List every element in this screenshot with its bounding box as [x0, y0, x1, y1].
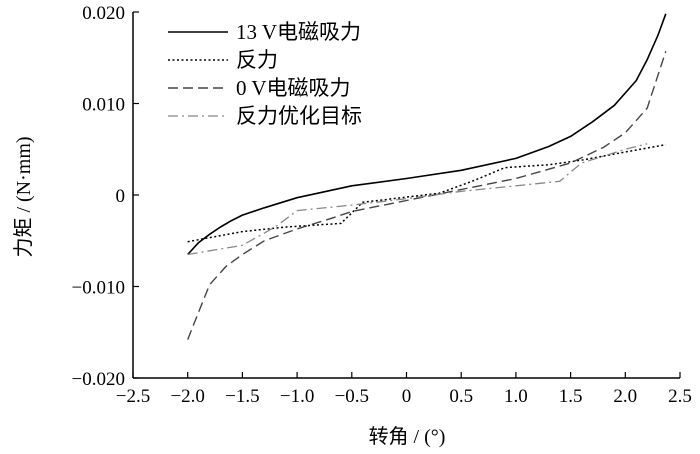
y-tick-label: 0 [116, 186, 126, 207]
x-tick-label: 1.0 [504, 386, 528, 407]
legend-label-2: 反力 [236, 48, 278, 72]
x-tick-label: 2.0 [613, 386, 637, 407]
x-axis-ticks: −2.5 −2.0 −1.5 −1.0 −0.5 0 0.5 1.0 1.5 2.0 2.5 [116, 372, 692, 407]
x-tick-label: −2.5 [116, 386, 150, 407]
y-tick-label: −0.020 [72, 369, 125, 390]
x-tick-label: −2.0 [170, 386, 204, 407]
legend-label-3: 0 V电磁吸力 [236, 76, 351, 100]
series-line-1 [187, 13, 667, 256]
y-axis-label: 力矩 / (N·mm) [12, 136, 35, 257]
series-line-3 [187, 51, 667, 340]
x-tick-label: −1.5 [225, 386, 259, 407]
x-axis-label: 转角 / (°) [369, 425, 446, 448]
x-tick-label: 1.5 [559, 386, 583, 407]
x-tick-label: −1.0 [280, 386, 314, 407]
y-tick-label: −0.010 [72, 278, 125, 299]
series-line-4 [187, 143, 648, 256]
x-tick-label: 2.5 [668, 386, 692, 407]
x-tick-label: 0.5 [449, 386, 473, 407]
plot-frame [132, 12, 680, 379]
series-line-2 [187, 143, 666, 243]
x-tick-label: 0 [402, 386, 412, 407]
y-tick-label: 0.010 [82, 95, 125, 116]
series-layer [187, 13, 667, 340]
y-tick-label: 0.020 [82, 3, 125, 24]
legend-label-4: 反力优化目标 [236, 104, 362, 128]
y-axis-ticks: −0.020 −0.010 0 0.010 0.020 [72, 3, 139, 390]
legend-label-1: 13 V电磁吸力 [236, 20, 361, 44]
x-tick-label: −0.5 [335, 386, 369, 407]
